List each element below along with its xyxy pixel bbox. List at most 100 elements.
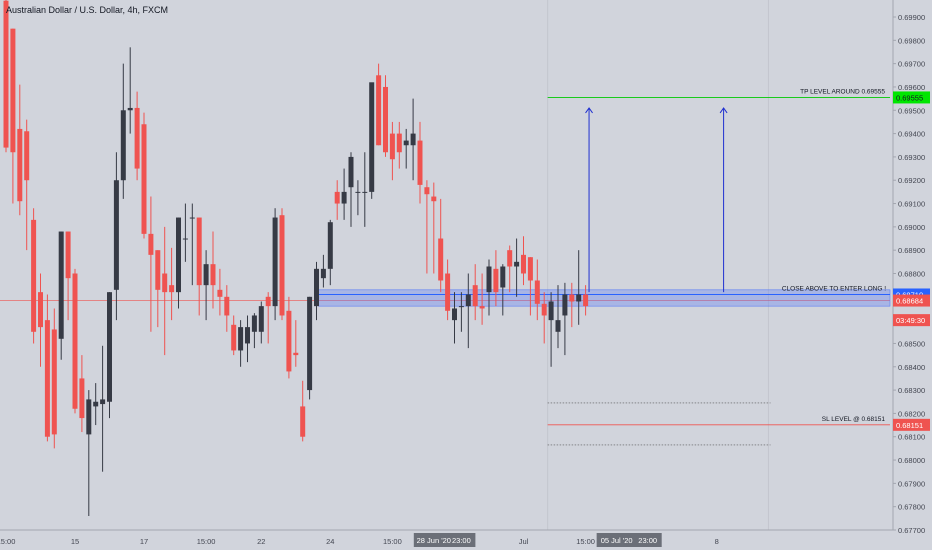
- candle-body: [438, 238, 444, 281]
- candle-body: [458, 306, 464, 308]
- candle-body: [134, 107, 140, 169]
- x-tick-label: 24: [326, 537, 334, 546]
- y-tick-label: 0.68200: [898, 409, 925, 418]
- candle-body: [107, 292, 112, 402]
- y-tick-label: 0.68500: [898, 339, 925, 348]
- candle-body: [445, 273, 451, 311]
- y-tick-label: 0.69000: [898, 223, 925, 232]
- candle-body: [327, 222, 333, 269]
- x-highlight-label: 23:00: [638, 536, 657, 545]
- candle-body: [245, 327, 250, 344]
- candle-body: [224, 296, 230, 316]
- y-tick-label: 0.68300: [898, 386, 925, 395]
- candle-body: [162, 273, 168, 293]
- x-tick-label: 22: [257, 537, 265, 546]
- candle-body: [479, 306, 485, 309]
- x-tick-label: 15:00: [383, 537, 402, 546]
- candle-body: [279, 215, 285, 316]
- candle-body: [86, 399, 92, 435]
- candle-body: [548, 301, 554, 321]
- candle-body: [493, 268, 499, 293]
- candle-body: [65, 231, 71, 279]
- candle-body: [355, 191, 361, 193]
- candle-body: [58, 231, 64, 339]
- candle-body: [341, 191, 347, 204]
- candle-body: [534, 280, 540, 304]
- y-tick-label: 0.67700: [898, 526, 925, 535]
- candle-body: [120, 110, 126, 181]
- candle-body: [38, 292, 43, 328]
- price-label-box: [893, 91, 930, 104]
- x-highlight-label: 28 Jun '20: [417, 536, 451, 545]
- candle-body: [148, 233, 154, 255]
- candle-body: [334, 191, 340, 204]
- candle-body: [521, 254, 526, 274]
- y-tick-label: 0.69600: [898, 83, 925, 92]
- candle-body: [155, 250, 161, 290]
- price-label-box: [893, 314, 930, 327]
- candle-body: [141, 124, 147, 234]
- candle-body: [217, 289, 223, 297]
- candle-body: [507, 250, 513, 267]
- candle-body: [576, 294, 582, 302]
- y-tick-label: 0.68000: [898, 456, 925, 465]
- x-highlight-box: [413, 533, 476, 547]
- candle-body: [541, 303, 547, 316]
- candle-body: [210, 264, 216, 286]
- y-tick-label: 0.69800: [898, 36, 925, 45]
- price-label-text: 0.68151: [896, 421, 923, 430]
- y-tick-label: 0.69900: [898, 13, 925, 22]
- x-tick-label: 8: [715, 537, 719, 546]
- y-tick-label: 0.69400: [898, 130, 925, 139]
- candle-body: [17, 128, 23, 202]
- chart-title: Australian Dollar / U.S. Dollar, 4h, FXC…: [6, 5, 169, 15]
- candle-body: [376, 75, 382, 146]
- candle-body: [369, 82, 375, 192]
- x-tick-label: 17: [140, 537, 148, 546]
- candle-body: [176, 217, 181, 293]
- price-label-box: [893, 294, 930, 307]
- candle-body: [203, 264, 209, 286]
- candle-body: [100, 399, 106, 405]
- candle-body: [465, 294, 471, 307]
- candle-body: [93, 401, 99, 407]
- y-tick-label: 0.67800: [898, 503, 925, 512]
- x-highlight-box: [596, 533, 662, 547]
- x-tick-label: 15:00: [0, 537, 15, 546]
- candle-body: [51, 329, 57, 435]
- tp-level-text: TP LEVEL AROUND 0.69555: [800, 88, 885, 95]
- y-tick-label: 0.68400: [898, 363, 925, 372]
- candle-body: [527, 257, 533, 281]
- candle-body: [196, 217, 202, 286]
- candle-body: [79, 378, 85, 419]
- candle-body: [569, 294, 575, 302]
- candle-body: [31, 219, 37, 332]
- candle-body: [410, 133, 416, 146]
- candle-body: [383, 86, 388, 153]
- candle-body: [286, 310, 292, 372]
- candle-body: [348, 156, 354, 188]
- candle-body: [265, 296, 271, 307]
- candle-body: [555, 320, 561, 332]
- candle-body: [307, 296, 313, 391]
- candle-body: [562, 294, 568, 316]
- y-tick-label: 0.69300: [898, 153, 925, 162]
- candle-body: [300, 406, 306, 437]
- y-tick-label: 0.67900: [898, 479, 925, 488]
- candle-body: [293, 352, 299, 356]
- x-tick-label: 15:00: [197, 537, 216, 546]
- x-highlight-label: 23:00: [452, 536, 471, 545]
- candle-body: [231, 324, 237, 351]
- candle-body: [500, 266, 506, 288]
- candle-body: [431, 196, 437, 202]
- entry-level-text: CLOSE ABOVE TO ENTER LONG !: [782, 285, 886, 292]
- candle-body: [72, 273, 78, 409]
- candle-body: [127, 107, 133, 111]
- candle-body: [189, 217, 195, 219]
- candle-body: [182, 238, 188, 240]
- candle-body: [583, 294, 589, 307]
- candle-body: [417, 140, 423, 185]
- candle-body: [424, 187, 430, 195]
- candle-body: [320, 268, 326, 279]
